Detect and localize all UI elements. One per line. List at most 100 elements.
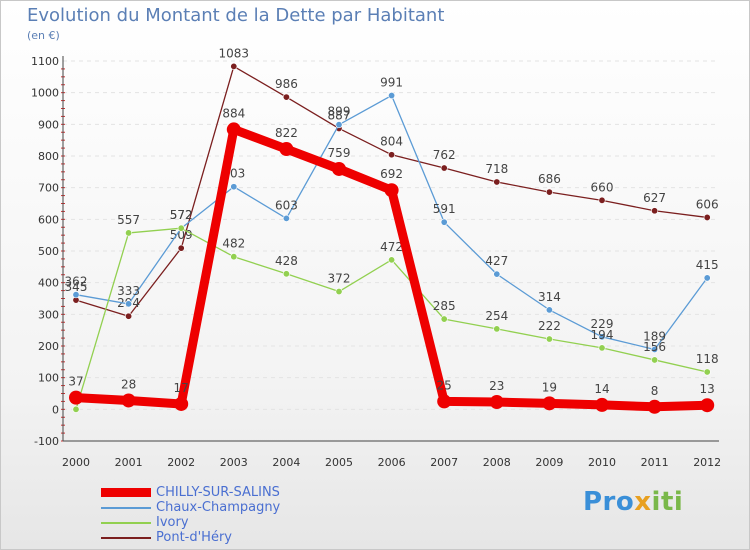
y-tick-label: 200 — [38, 340, 59, 353]
data-point — [282, 93, 290, 101]
logo-part-1: Pro — [583, 487, 635, 517]
data-point — [440, 164, 448, 172]
data-point — [542, 396, 557, 411]
logo-part-3: iti — [651, 487, 684, 517]
data-label: 23 — [489, 379, 504, 393]
data-point — [125, 229, 133, 237]
data-label: 986 — [275, 77, 298, 91]
data-point — [651, 345, 659, 353]
data-label: 804 — [380, 135, 403, 149]
data-label: 991 — [380, 76, 403, 90]
data-point — [545, 306, 553, 314]
data-label: 362 — [65, 275, 88, 289]
data-label: 718 — [485, 162, 508, 176]
x-tick-label: 2008 — [483, 456, 511, 469]
data-label: 606 — [696, 197, 719, 211]
legend-swatch — [101, 536, 151, 539]
x-tick-label: 2007 — [430, 456, 458, 469]
data-label: 156 — [643, 340, 666, 354]
x-tick-label: 2001 — [115, 456, 143, 469]
data-point — [282, 270, 290, 278]
data-point — [703, 213, 711, 221]
y-tick-label: 1000 — [31, 87, 59, 100]
y-tick-label: 800 — [38, 150, 59, 163]
data-label: 189 — [643, 329, 666, 343]
data-point — [388, 256, 396, 264]
data-point — [440, 218, 448, 226]
y-tick-label: 300 — [38, 308, 59, 321]
data-label: 28 — [121, 377, 136, 391]
data-label: 660 — [591, 180, 614, 194]
data-point — [332, 161, 346, 176]
data-label: 692 — [380, 167, 403, 181]
legend-label: Pont-d'Héry — [156, 530, 232, 545]
data-point — [545, 188, 553, 196]
data-label: 13 — [700, 382, 715, 396]
data-point — [598, 196, 606, 204]
x-tick-label: 2010 — [588, 456, 616, 469]
x-tick-label: 2012 — [693, 456, 721, 469]
x-tick-label: 2009 — [535, 456, 563, 469]
data-label: 822 — [275, 126, 298, 140]
data-label: 884 — [222, 106, 245, 120]
data-label: 557 — [117, 213, 140, 227]
data-label: 427 — [485, 254, 508, 268]
data-point — [121, 393, 136, 408]
legend-swatch — [101, 521, 151, 524]
data-label: 285 — [433, 299, 456, 313]
data-point — [125, 312, 133, 320]
x-tick-label: 2000 — [62, 456, 90, 469]
data-point — [282, 214, 290, 222]
data-label: 572 — [170, 208, 193, 222]
data-label: 118 — [696, 352, 719, 366]
y-tick-label: 0 — [52, 403, 59, 416]
y-tick-label: -100 — [34, 435, 59, 448]
y-tick-label: 900 — [38, 118, 59, 131]
data-point — [226, 122, 241, 137]
data-label: 887 — [328, 108, 351, 122]
data-point — [703, 368, 711, 376]
data-point — [72, 405, 80, 413]
y-tick-label: 100 — [38, 372, 59, 385]
data-label: 372 — [328, 272, 351, 286]
data-point — [230, 253, 238, 261]
logo-part-2: x — [634, 487, 652, 517]
legend-label: CHILLY-SUR-SALINS — [156, 485, 280, 500]
data-label: 472 — [380, 240, 403, 254]
data-point — [125, 300, 133, 308]
data-point — [493, 325, 501, 333]
data-point — [177, 224, 185, 232]
data-point — [493, 270, 501, 278]
data-label: 603 — [275, 198, 298, 212]
data-point — [595, 397, 609, 412]
data-label: 194 — [591, 328, 614, 342]
data-label: 572 — [170, 208, 193, 222]
legend-swatch — [101, 506, 151, 509]
data-label: 1083 — [219, 46, 250, 60]
data-point — [493, 178, 501, 186]
data-point — [72, 291, 80, 299]
data-label: 686 — [538, 172, 561, 186]
data-label: 333 — [117, 284, 140, 298]
data-label: 17 — [174, 381, 189, 395]
x-tick-label: 2006 — [378, 456, 406, 469]
legend-label: Chaux-Champagny — [156, 500, 281, 515]
data-point — [174, 396, 189, 411]
data-label: 25 — [437, 378, 452, 392]
data-point — [335, 288, 343, 296]
data-point — [279, 142, 294, 157]
data-point — [230, 183, 238, 191]
data-point — [335, 121, 343, 129]
data-point — [388, 151, 396, 159]
data-label: 627 — [643, 191, 666, 205]
data-label: 482 — [222, 237, 245, 251]
x-tick-label: 2004 — [272, 456, 300, 469]
y-tick-label: 1100 — [31, 55, 59, 68]
data-label: 37 — [68, 375, 83, 389]
data-point — [437, 394, 452, 409]
data-point — [440, 315, 448, 323]
data-point — [69, 390, 83, 405]
data-label: 314 — [538, 290, 561, 304]
